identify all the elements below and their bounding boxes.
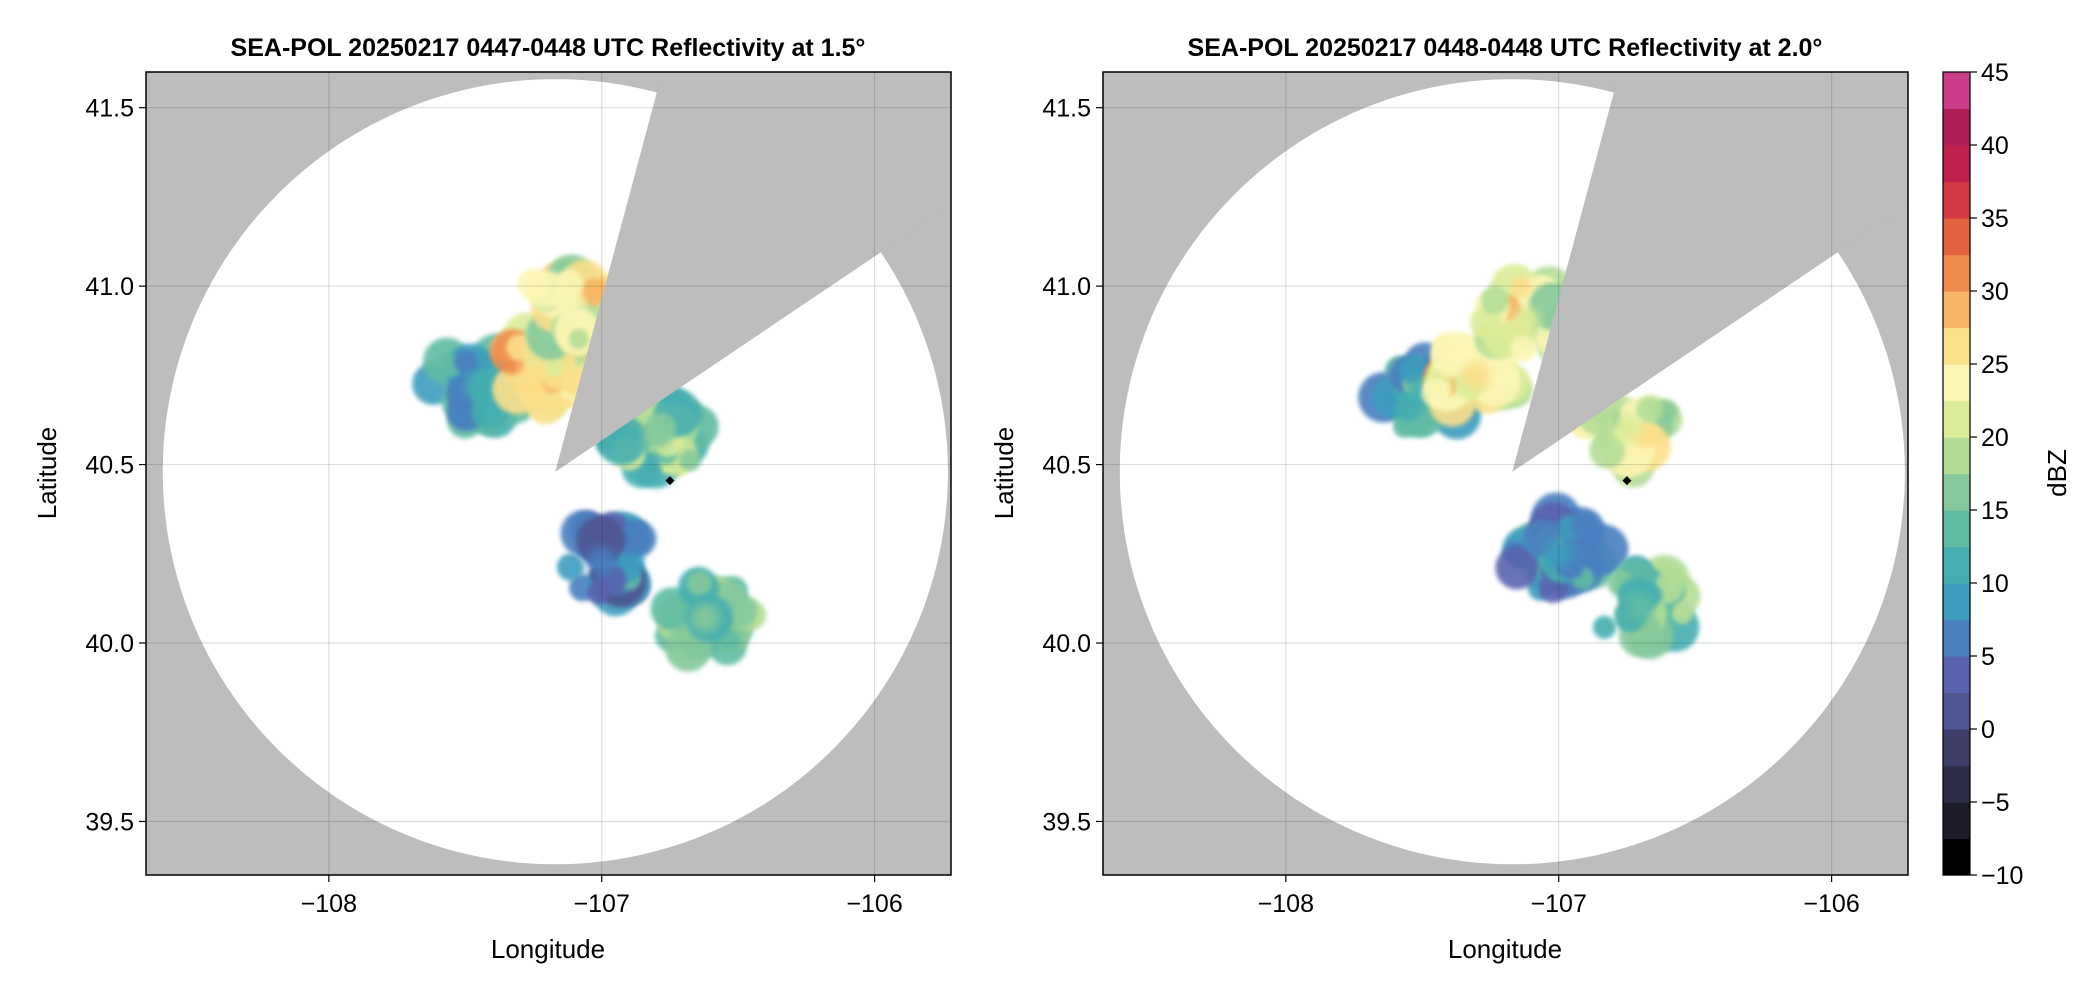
x-tick-label: −106	[1803, 890, 1859, 918]
panel-2-radar-coverage	[1119, 79, 1905, 865]
colorbar-swatch	[1943, 692, 1970, 730]
colorbar-swatch	[1943, 729, 1970, 767]
echo-region	[556, 510, 657, 617]
echo-region	[1421, 320, 1533, 427]
blocked-sector	[555, 72, 951, 472]
colorbar-label: dBZ	[2042, 449, 2072, 497]
colorbar-swatch	[1943, 473, 1970, 511]
y-tick-label: 41.0	[85, 273, 134, 301]
colorbar-tick-label: 20	[1981, 424, 2009, 452]
panel-2-frame	[1102, 71, 1909, 876]
colorbar-swatch	[1943, 802, 1970, 840]
panel-2-y-ticks: 39.5 40.0 40.5 41.0 41.5	[1042, 95, 1103, 836]
colorbar-ticks: −10 −5 0 5 10 15 20 25 30 35 40 45	[1970, 59, 2023, 890]
panel-1-radar-coverage	[162, 79, 948, 865]
colorbar-tick-label: 0	[1981, 716, 1995, 744]
y-tick-label: 40.0	[85, 630, 134, 658]
colorbar-swatch	[1943, 546, 1970, 584]
colorbar-tick-label: 15	[1981, 497, 2009, 525]
radar-panel-2: −108 −107 −106 39.5 40.0 40.5 41.0 41.5 SEA-PO…	[989, 34, 1909, 964]
x-tick-label: −108	[1258, 890, 1314, 918]
echo-region	[1592, 554, 1701, 659]
colorbar-swatch	[1943, 510, 1970, 548]
blocked-sector	[1512, 72, 1908, 472]
colorbar-tick-label: 30	[1981, 278, 2009, 306]
panel-1-x-ticks: −108 −107 −106	[301, 875, 903, 918]
y-tick-label: 41.5	[85, 95, 134, 123]
colorbar: −10 −5 0 5 10 15 20 25 30 35 40 45 dBZ	[1942, 59, 2072, 890]
colorbar-swatch	[1943, 72, 1970, 110]
panel-1-site-marker	[665, 476, 675, 486]
x-tick-label: −107	[1531, 890, 1587, 918]
panel-1-x-axis-label: Longitude	[491, 934, 605, 964]
x-tick-label: −108	[301, 890, 357, 918]
colorbar-swatch	[1943, 291, 1970, 329]
y-tick-label: 41.0	[1042, 273, 1091, 301]
colorbar-swatch	[1943, 838, 1970, 876]
radar-panel-1: −108 −107 −106 39.5 40.0 40.5 41.0 41.5 SEA-PO…	[32, 34, 952, 964]
panel-2-site-marker	[1622, 476, 1632, 486]
colorbar-tick-label: 10	[1981, 570, 2009, 598]
panel-2-grid	[1103, 72, 1908, 875]
colorbar-swatch	[1943, 656, 1970, 694]
colorbar-swatch	[1943, 619, 1970, 657]
colorbar-tick-label: −10	[1981, 862, 2023, 890]
colorbar-frame	[1942, 71, 1971, 876]
colorbar-swatch	[1943, 145, 1970, 183]
panel-2-y-axis-label: Latitude	[989, 427, 1019, 520]
x-tick-label: −107	[574, 890, 630, 918]
panel-1-y-axis-label: Latitude	[32, 427, 62, 520]
colorbar-swatch	[1943, 254, 1970, 292]
echo-region	[650, 566, 767, 672]
panel-2-title: SEA-POL 20250217 0448-0448 UTC Reflectiv…	[1188, 34, 1823, 62]
panel-1-grid	[146, 72, 951, 875]
colorbar-swatch	[1943, 327, 1970, 365]
y-tick-label: 40.0	[1042, 630, 1091, 658]
panel-1-y-ticks: 39.5 40.0 40.5 41.0 41.5	[85, 95, 146, 836]
colorbar-swatch	[1943, 765, 1970, 803]
x-tick-label: −106	[846, 890, 902, 918]
panel-2-x-axis-label: Longitude	[1448, 934, 1562, 964]
colorbar-tick-label: 35	[1981, 205, 2009, 233]
colorbar-tick-label: −5	[1981, 789, 2010, 817]
colorbar-swatch	[1943, 218, 1970, 256]
panel-1-frame	[145, 71, 952, 876]
echo-region	[594, 384, 719, 489]
colorbar-swatch	[1943, 181, 1970, 219]
y-tick-label: 40.5	[85, 452, 134, 480]
colorbar-swatch	[1943, 108, 1970, 146]
colorbar-swatch	[1943, 583, 1970, 621]
colorbar-swatch	[1943, 437, 1970, 475]
panel-1-title: SEA-POL 20250217 0447-0448 UTC Reflectiv…	[231, 34, 866, 62]
echo-region	[1566, 377, 1683, 488]
panel-2-echoes	[1358, 72, 1908, 659]
y-tick-label: 40.5	[1042, 452, 1091, 480]
y-tick-label: 39.5	[85, 808, 134, 836]
panel-2-x-ticks: −108 −107 −106	[1258, 875, 1860, 918]
panel-1-echoes	[412, 72, 951, 672]
colorbar-swatch	[1943, 400, 1970, 438]
colorbar-tick-label: 25	[1981, 351, 2009, 379]
y-tick-label: 41.5	[1042, 95, 1091, 123]
colorbar-swatch	[1943, 364, 1970, 402]
echo-region	[1495, 492, 1629, 603]
colorbar-tick-label: 45	[1981, 59, 2009, 87]
y-tick-label: 39.5	[1042, 808, 1091, 836]
colorbar-swatches	[1943, 72, 1970, 876]
colorbar-tick-label: 40	[1981, 132, 2009, 160]
colorbar-tick-label: 5	[1981, 643, 1995, 671]
